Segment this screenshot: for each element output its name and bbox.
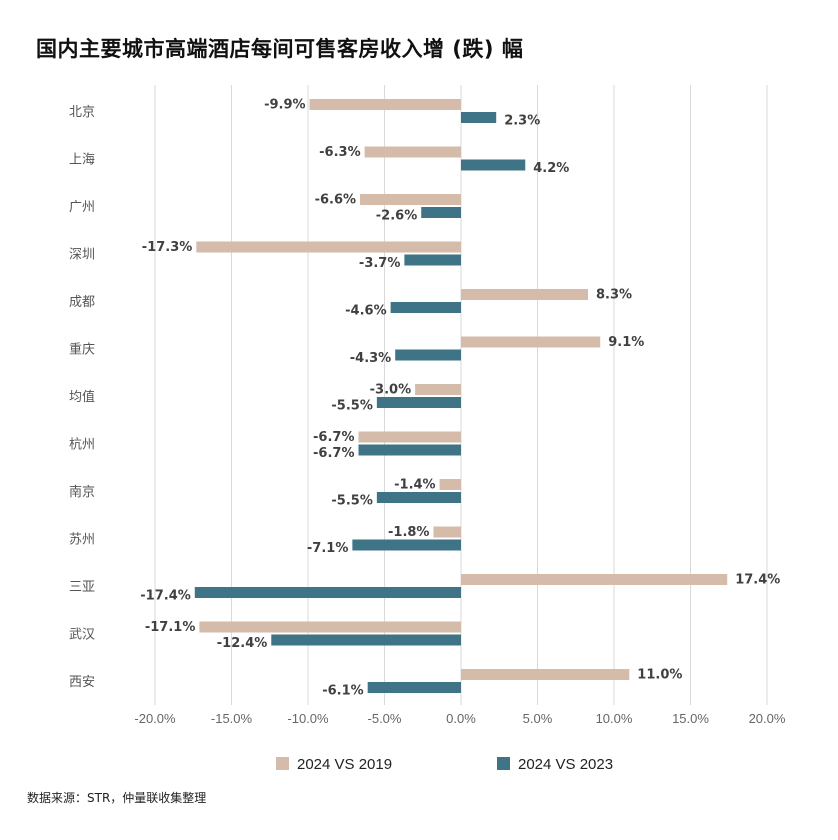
category-label: 西安 xyxy=(69,675,95,690)
legend-item-2023: 2024 VS 2023 xyxy=(497,756,613,773)
x-tick-label: 10.0% xyxy=(596,711,633,726)
bar-2019 xyxy=(433,526,461,538)
data-label: -4.6% xyxy=(345,304,386,319)
bar-2023 xyxy=(358,444,461,456)
bar-2019 xyxy=(309,99,461,110)
bar-2023 xyxy=(376,492,461,503)
bar-2019 xyxy=(415,384,461,395)
bar-2023 xyxy=(390,302,461,313)
category-label: 三亚 xyxy=(69,580,95,595)
data-label: -6.7% xyxy=(313,446,354,461)
data-label: -5.5% xyxy=(331,494,372,509)
bar-2019 xyxy=(199,621,461,633)
category-label: 杭州 xyxy=(69,438,95,453)
category-label: 均值 xyxy=(69,389,95,405)
bar-2023 xyxy=(461,159,526,171)
bar-2019 xyxy=(461,289,588,300)
data-label: 9.1% xyxy=(608,335,644,350)
data-label: -2.6% xyxy=(376,209,417,224)
x-tick-label: 15.0% xyxy=(672,711,709,726)
bar-2019 xyxy=(196,241,461,253)
category-label: 广州 xyxy=(69,200,95,215)
data-label: -3.7% xyxy=(359,256,400,271)
bar-2019 xyxy=(461,336,601,348)
x-tick-label: 20.0% xyxy=(749,711,786,726)
bar-2023 xyxy=(376,397,461,408)
bar-2023 xyxy=(367,682,461,693)
bar-2023 xyxy=(352,539,461,551)
category-label: 上海 xyxy=(69,153,95,168)
data-label: -1.8% xyxy=(388,525,429,540)
legend-item-2019: 2024 VS 2019 xyxy=(276,756,392,773)
data-label: -4.3% xyxy=(350,351,391,366)
legend-swatch-2023 xyxy=(497,757,510,770)
bar-2019 xyxy=(461,669,630,680)
data-label: -6.6% xyxy=(315,193,356,208)
category-label: 北京 xyxy=(69,105,95,120)
bar-2019 xyxy=(364,146,461,158)
data-label: 4.2% xyxy=(533,161,569,176)
category-label: 武汉 xyxy=(69,628,95,643)
legend-swatch-2019 xyxy=(276,757,289,770)
bar-2023 xyxy=(271,634,461,646)
bar-2019 xyxy=(461,574,728,585)
x-tick-label: 0.0% xyxy=(446,711,476,726)
legend-label: 2024 VS 2019 xyxy=(297,756,393,773)
data-label: -17.3% xyxy=(142,240,193,255)
x-tick-label: -5.0% xyxy=(368,711,402,726)
bar-2019 xyxy=(360,194,461,205)
category-label: 重庆 xyxy=(69,342,95,358)
data-label: -6.7% xyxy=(313,430,354,445)
bar-2023 xyxy=(395,349,461,361)
category-label: 南京 xyxy=(69,484,95,500)
bar-chart: -20.0% -15.0% -10.0% -5.0% 0.0% 5.0% 10.0% 15.0… xyxy=(69,85,786,726)
data-label: -17.1% xyxy=(145,620,196,635)
data-label: -12.4% xyxy=(217,636,268,651)
bar-2019 xyxy=(439,479,461,490)
category-label: 苏州 xyxy=(69,532,95,548)
data-label: -17.4% xyxy=(140,589,191,604)
x-tick-label: 5.0% xyxy=(523,711,553,726)
chart-title: 国内主要城市高端酒店每间可售客房收入增 (跌) 幅 xyxy=(36,37,524,61)
x-tick-label: -15.0% xyxy=(211,711,253,726)
data-label: 17.4% xyxy=(735,573,780,588)
x-tick-label: -20.0% xyxy=(134,711,176,726)
bar-2023 xyxy=(194,587,461,598)
bar-2023 xyxy=(421,207,461,218)
data-label: 8.3% xyxy=(596,288,632,303)
category-label: 成都 xyxy=(69,295,95,310)
category-label: 深圳 xyxy=(69,248,95,263)
data-label: -6.1% xyxy=(322,684,363,699)
bar-2023 xyxy=(461,112,497,123)
data-label: 2.3% xyxy=(504,114,540,129)
data-label: 11.0% xyxy=(637,668,682,683)
data-label: -1.4% xyxy=(394,478,435,493)
data-label: -7.1% xyxy=(307,541,348,556)
data-label: -6.3% xyxy=(319,145,360,160)
data-label: -5.5% xyxy=(331,399,372,414)
data-label: -9.9% xyxy=(264,98,305,113)
bar-2019 xyxy=(358,431,461,443)
legend-label: 2024 VS 2023 xyxy=(518,756,614,773)
data-label: -3.0% xyxy=(370,383,411,398)
x-tick-label: -10.0% xyxy=(287,711,329,726)
source-note: 数据来源：STR，仲量联收集整理 xyxy=(27,791,207,805)
bar-2023 xyxy=(404,254,461,266)
